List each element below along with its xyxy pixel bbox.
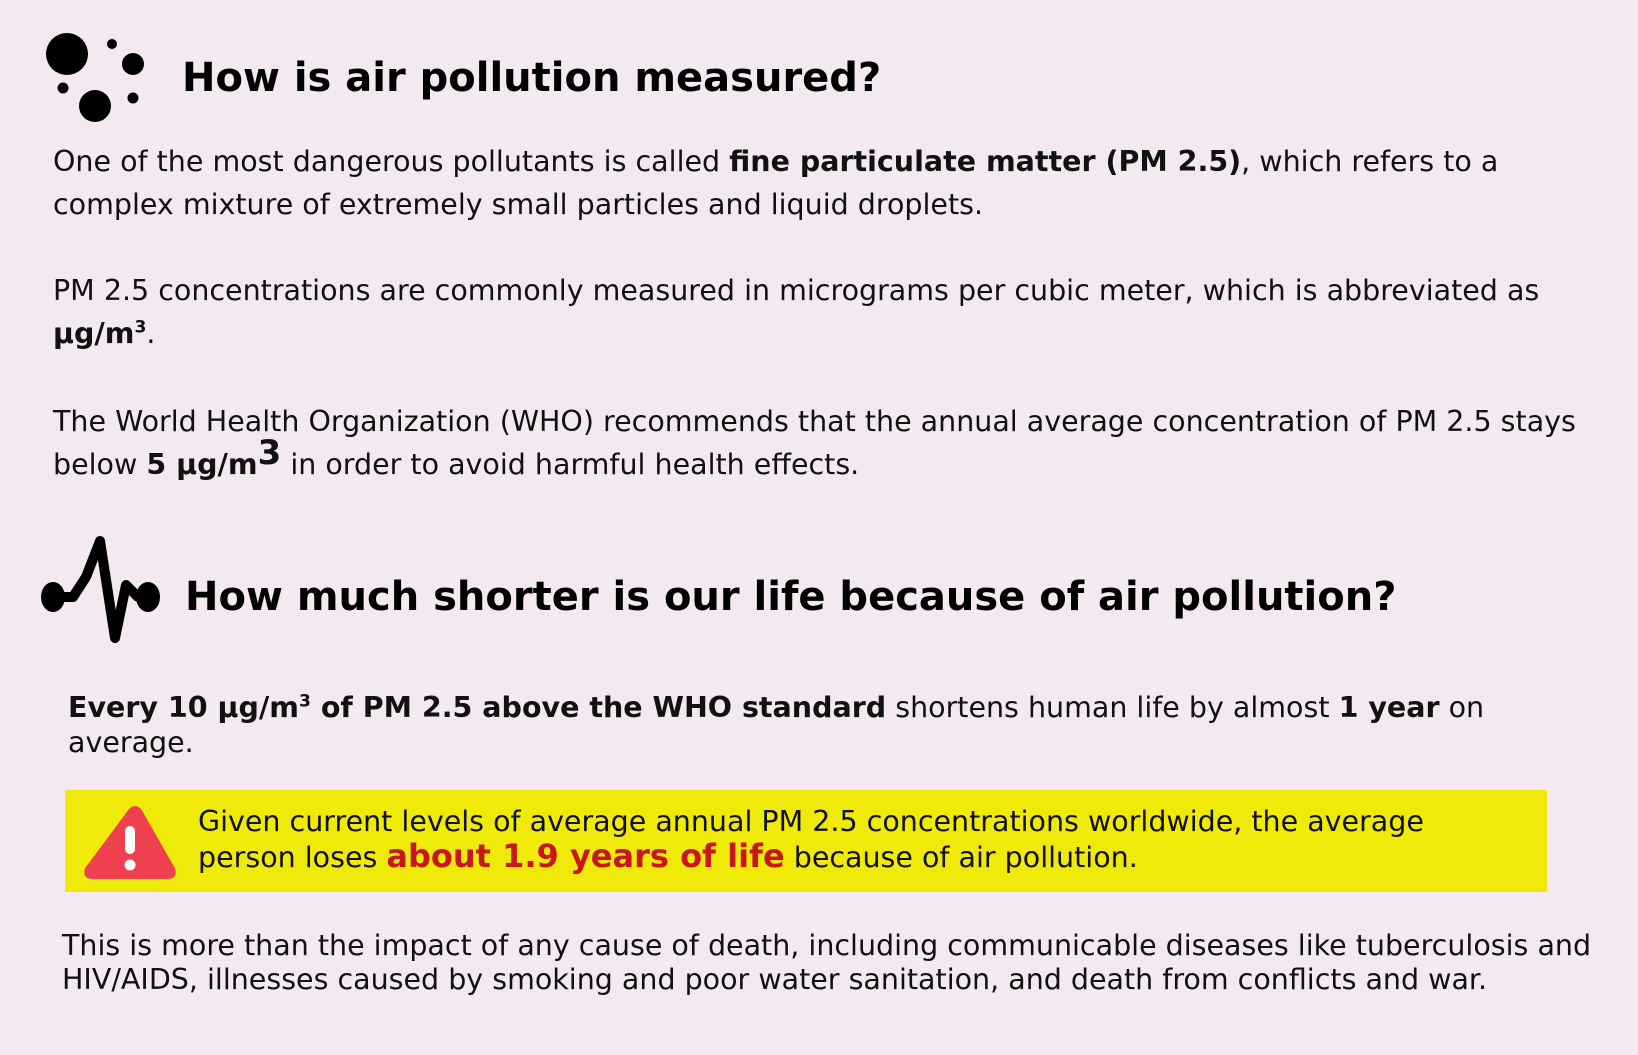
paragraph-comparison: This is more than the impact of any caus…: [62, 929, 1592, 996]
text: on average.: [68, 691, 1485, 759]
alert-callout: Given current levels of average annual P…: [65, 790, 1547, 892]
text: in order to avoid harmful health effects…: [281, 448, 860, 481]
alert-highlight: about 1.9 years of life: [386, 837, 785, 875]
bold-statement: Every 10 µg/m3 of PM 2.5 above the WHO s…: [68, 691, 886, 724]
text: Every 10 µg/m: [68, 691, 299, 724]
text: Given current levels of average annual P…: [198, 805, 1424, 874]
bold-value: 1 year: [1338, 691, 1440, 724]
text: , which refers to a complex mixture of e…: [53, 145, 1499, 221]
limit-text: 5 µg/m: [146, 448, 258, 481]
unit-superscript: 3: [299, 691, 311, 712]
warning-icon: [84, 806, 176, 879]
unit-label: µg/m3: [53, 317, 146, 350]
section-heading-life-expectancy: How much shorter is our life because of …: [185, 574, 1397, 620]
heartbeat-icon: [41, 536, 160, 643]
unit-superscript: 3: [134, 317, 147, 338]
section-heading-measurement: How is air pollution measured?: [182, 55, 882, 101]
text: One of the most dangerous pollutants is …: [53, 145, 730, 178]
text: because of air pollution.: [784, 841, 1138, 874]
text: PM 2.5 concentrations are commonly measu…: [53, 274, 1540, 307]
paragraph-pm25-definition: One of the most dangerous pollutants is …: [53, 140, 1623, 226]
who-limit: 5 µg/m3: [146, 436, 281, 481]
bold-term: fine particulate matter (PM 2.5): [729, 145, 1242, 178]
limit-superscript: 3: [257, 433, 282, 473]
particles-icon: [46, 33, 144, 122]
text: .: [146, 317, 156, 350]
paragraph-life-reduction: Every 10 µg/m3 of PM 2.5 above the WHO s…: [68, 690, 1548, 760]
alert-text: Given current levels of average annual P…: [198, 804, 1528, 875]
text: of PM 2.5 above the WHO standard: [310, 691, 887, 724]
text: The World Health Organization (WHO) reco…: [53, 405, 1576, 481]
unit-text: µg/m: [53, 317, 135, 350]
paragraph-pm25-units: PM 2.5 concentrations are commonly measu…: [53, 269, 1623, 355]
paragraph-who-guideline: The World Health Organization (WHO) reco…: [53, 400, 1623, 486]
text: shortens human life by almost: [886, 691, 1339, 724]
